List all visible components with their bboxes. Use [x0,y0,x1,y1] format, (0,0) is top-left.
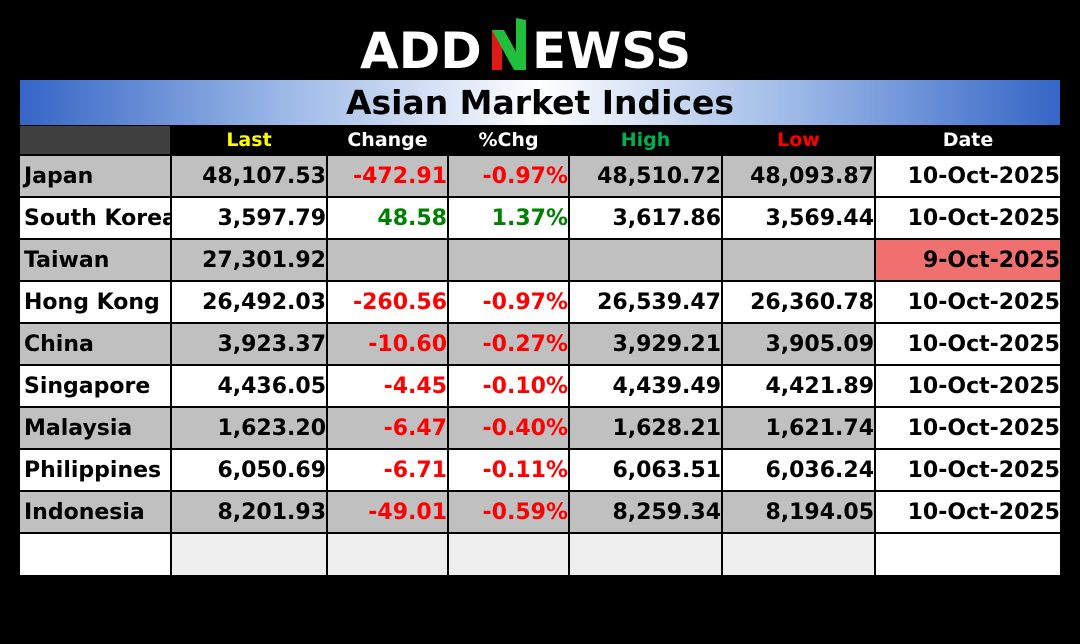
change-cell [326,238,448,281]
header-low: Low [721,126,875,155]
low-cell: 6,036.24 [721,448,875,491]
pct-change-cell: -0.27% [447,322,569,365]
row-name-cell: Japan [20,154,171,197]
logo-text-left: ADD [360,22,482,78]
row-name-cell: Hong Kong [20,280,171,323]
table-row: Malaysia 1,623.20 -6.47 -0.40% 1,628.21 1,621… [20,406,1060,449]
row-name-cell: Philippines [20,448,171,491]
header-pct-change: %Chg [447,126,569,155]
logo-n-left-bar [492,30,502,70]
title-bar: Asian Market Indices [20,80,1060,125]
table-row: China 3,923.37 -10.60 -0.27% 3,929.21 3,905.0… [20,322,1060,365]
low-cell: 1,621.74 [721,406,875,449]
row-name-cell: South Korea [20,196,171,239]
high-cell [568,238,722,281]
high-cell: 3,929.21 [568,322,722,365]
last-cell: 3,923.37 [170,322,327,365]
logo-text-right: EWSS [532,22,691,78]
table-row: Indonesia 8,201.93 -49.01 -0.59% 8,259.34 8,1… [20,490,1060,533]
high-cell: 26,539.47 [568,280,722,323]
empty-cell [568,532,722,575]
table-row: Singapore 4,436.05 -4.45 -0.10% 4,439.49 4,42… [20,364,1060,407]
high-cell: 1,628.21 [568,406,722,449]
pct-change-cell: -0.97% [447,154,569,197]
table-row: Japan 48,107.53 -472.91 -0.97% 48,510.72 48,0… [20,154,1060,197]
table-row: Philippines 6,050.69 -6.71 -0.11% 6,063.51 6,… [20,448,1060,491]
change-cell: 48.58 [326,196,448,239]
change-cell: -472.91 [326,154,448,197]
last-cell: 3,597.79 [170,196,327,239]
low-cell: 3,905.09 [721,322,875,365]
date-cell: 10-Oct-2025 [874,406,1060,449]
low-cell: 48,093.87 [721,154,875,197]
last-cell: 1,623.20 [170,406,327,449]
last-cell: 6,050.69 [170,448,327,491]
row-name-cell: Indonesia [20,490,171,533]
page-title: Asian Market Indices [345,83,735,122]
row-name-cell: Taiwan [20,238,171,281]
empty-cell [874,532,1060,575]
pct-change-cell: 1.37% [447,196,569,239]
logo-n-mark [492,18,526,70]
date-cell: 10-Oct-2025 [874,490,1060,533]
header-date: Date [874,126,1060,155]
header-change: Change [326,126,448,155]
change-cell: -6.71 [326,448,448,491]
high-cell: 8,259.34 [568,490,722,533]
date-cell: 10-Oct-2025 [874,154,1060,197]
table-row: South Korea 3,597.79 48.58 1.37% 3,617.86 3,5… [20,196,1060,239]
low-cell: 8,194.05 [721,490,875,533]
low-cell: 4,421.89 [721,364,875,407]
last-cell: 27,301.92 [170,238,327,281]
empty-cell [170,532,327,575]
date-cell: 10-Oct-2025 [874,322,1060,365]
last-cell: 4,436.05 [170,364,327,407]
table-header-row: Last Change %Chg High Low Date [20,126,1060,155]
pct-change-cell: -0.59% [447,490,569,533]
empty-row [20,532,1060,575]
date-cell: 10-Oct-2025 [874,448,1060,491]
pct-change-cell: -0.40% [447,406,569,449]
addnewss-logo: ADD EWSS [0,12,1080,78]
table-row: Taiwan 27,301.92 9-Oct-2025 [20,238,1060,281]
date-cell: 9-Oct-2025 [874,238,1060,281]
high-cell: 3,617.86 [568,196,722,239]
row-name-cell: Malaysia [20,406,171,449]
last-cell: 8,201.93 [170,490,327,533]
market-indices-table: Last Change %Chg High Low Date Japan 48,1… [20,126,1060,575]
header-high: High [568,126,722,155]
date-cell: 10-Oct-2025 [874,196,1060,239]
logo-n-right-bar [516,18,526,70]
empty-cell [20,532,171,575]
change-cell: -4.45 [326,364,448,407]
change-cell: -6.47 [326,406,448,449]
empty-cell [447,532,569,575]
empty-cell [721,532,875,575]
change-cell: -260.56 [326,280,448,323]
row-name-cell: Singapore [20,364,171,407]
empty-cell [326,532,448,575]
pct-change-cell: -0.10% [447,364,569,407]
high-cell: 6,063.51 [568,448,722,491]
pct-change-cell [447,238,569,281]
header-corner [20,126,171,155]
low-cell: 3,569.44 [721,196,875,239]
last-cell: 26,492.03 [170,280,327,323]
high-cell: 4,439.49 [568,364,722,407]
change-cell: -49.01 [326,490,448,533]
logo-graphic: ADD EWSS [360,18,691,78]
change-cell: -10.60 [326,322,448,365]
low-cell [721,238,875,281]
pct-change-cell: -0.11% [447,448,569,491]
row-name-cell: China [20,322,171,365]
header-last: Last [170,126,327,155]
last-cell: 48,107.53 [170,154,327,197]
pct-change-cell: -0.97% [447,280,569,323]
date-cell: 10-Oct-2025 [874,280,1060,323]
high-cell: 48,510.72 [568,154,722,197]
low-cell: 26,360.78 [721,280,875,323]
table-row: Hong Kong 26,492.03 -260.56 -0.97% 26,539.47… [20,280,1060,323]
date-cell: 10-Oct-2025 [874,364,1060,407]
